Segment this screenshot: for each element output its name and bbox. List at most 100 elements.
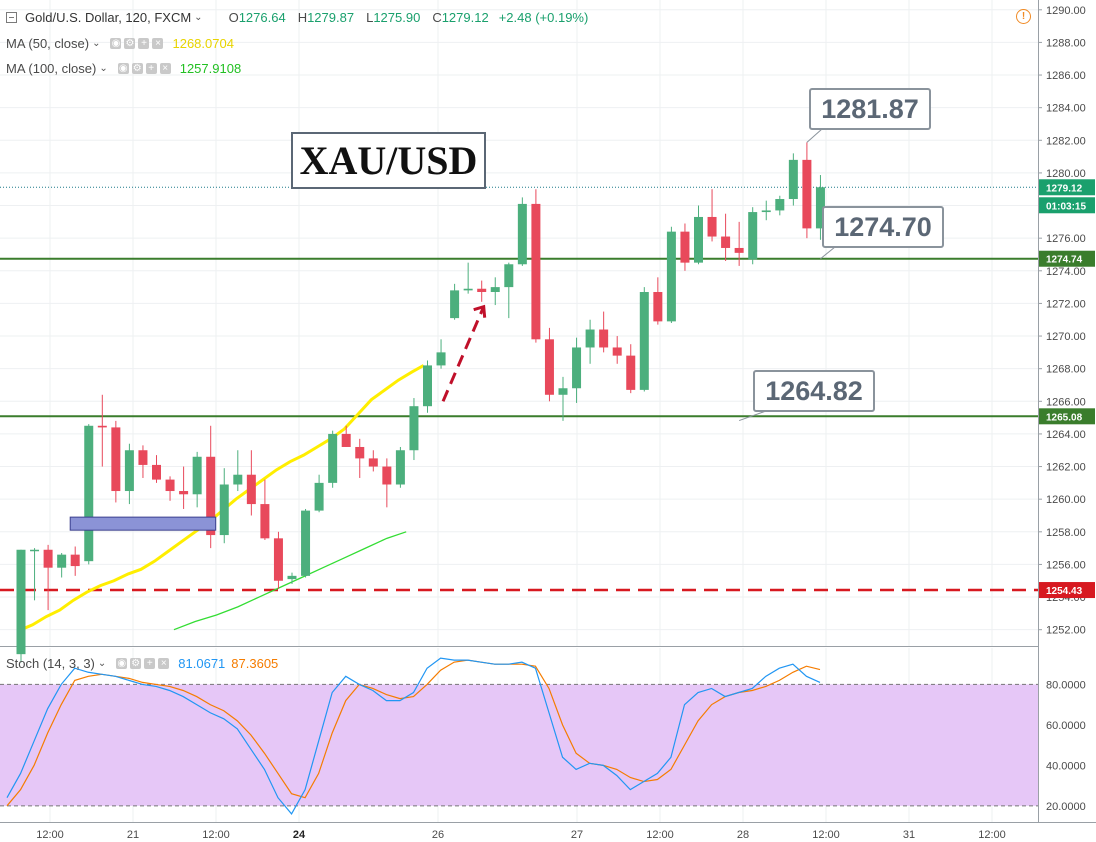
ma100-name[interactable]: MA (100, close) [6,60,97,76]
gear-icon[interactable]: ⚙ [124,37,136,49]
price-tick-label: 1256.00 [1046,559,1086,571]
price-tick-label: 1252.00 [1046,625,1086,637]
chevron-down-icon[interactable]: ⌄ [194,11,203,23]
candle-body [544,339,554,395]
candle [16,549,26,663]
candle-body [423,365,432,407]
eye-icon[interactable]: ◉ [116,657,128,669]
candle-body [477,288,487,293]
candle [572,337,582,403]
candle-body [558,388,568,395]
candle [423,360,432,413]
gear-icon[interactable]: ⚙ [130,657,142,669]
price-callout: 1264.82 [738,370,875,422]
candle-body [206,456,216,536]
time-axis-bg [0,822,1096,842]
candle-body [788,159,798,200]
countdown-tag-text: 01:03:15 [1046,201,1086,212]
candle-body [124,450,134,492]
dashed-price-tag-text: 1254.43 [1046,586,1083,597]
candle [165,476,175,501]
eye-icon[interactable]: ◉ [117,62,129,74]
candle-body [531,203,541,340]
candle-body [721,236,731,248]
price-tick-label: 1286.00 [1046,70,1086,82]
close-icon[interactable]: × [152,37,164,49]
ma100-line [173,531,407,631]
support-price-tag-bg [1039,250,1095,267]
close-icon[interactable]: × [159,62,171,74]
candle [219,468,229,544]
price-tick-label: 1270.00 [1046,331,1086,343]
candle [558,376,568,421]
candle [585,319,595,364]
high-value: 1279.87 [307,9,355,25]
callout-box [809,88,931,130]
time-tick-label: 28 [737,829,749,841]
plus-icon[interactable]: + [144,657,156,669]
candle [30,548,40,601]
gear-icon[interactable]: ⚙ [131,62,143,74]
change-value: +2.48 (+0.19%) [498,9,589,25]
candle [124,443,134,505]
warning-icon[interactable]: ! [1016,9,1031,24]
candle [721,213,731,262]
price-tick-label: 1280.00 [1046,168,1086,180]
eye-icon[interactable]: ◉ [110,37,122,49]
candle-body [409,406,419,451]
candle-body [43,549,53,568]
close-icon[interactable]: × [158,657,170,669]
callout-pointer [806,128,823,143]
collapse-icon[interactable] [6,11,17,23]
callout-pointer [738,410,767,422]
candle [341,425,351,447]
candle-body [612,347,622,356]
candle-body [490,287,500,293]
ma50-legend[interactable]: MA (50, close) ⌄ ◉ ⚙ + × 1268.0704 [6,33,234,53]
stoch-band [0,684,1038,806]
candle [707,189,717,242]
candle-body [395,450,405,485]
candle [477,280,487,302]
stoch-tick-label: 20.0000 [1046,801,1086,813]
candle [273,531,283,589]
candle [734,221,744,266]
close-value: 1279.12 [441,9,489,25]
price-tick-label: 1262.00 [1046,462,1086,474]
ma50-name[interactable]: MA (50, close) [6,35,90,51]
candles [16,142,825,663]
chart-title: XAU/USD [300,138,478,183]
price-tick-label: 1264.00 [1046,429,1086,441]
candle [57,553,67,578]
price-tick-label: 1284.00 [1046,103,1086,115]
candle-body [572,347,582,389]
candle-body [639,292,649,390]
price-callout: 1281.87 [806,88,931,143]
candle-body [341,433,351,447]
candle [653,277,663,325]
time-tick-label: 21 [127,829,139,841]
high-label: H [297,9,308,25]
price-tick-label: 1260.00 [1046,494,1086,506]
chevron-down-icon[interactable]: ⌄ [92,37,101,49]
ma100-value: 1257.9108 [179,60,242,76]
support-price-tag: 1265.08 [1039,408,1095,425]
symbol-legend[interactable]: Gold/U.S. Dollar, 120, FXCM ⌄ O 1276.64 H… [6,7,590,27]
plus-icon[interactable]: + [138,37,150,49]
chevron-down-icon[interactable]: ⌄ [97,657,107,669]
symbol-title[interactable]: Gold/U.S. Dollar, 120, FXCM [25,9,192,25]
stoch-legend[interactable]: Stoch (14, 3, 3) ⌄ ◉ ⚙ + × 81.0671 87.36… [6,653,278,673]
candle-body [165,479,175,492]
stoch-name[interactable]: Stoch (14, 3, 3) [6,655,95,671]
plus-icon[interactable]: + [145,62,157,74]
candle [775,195,785,216]
candle [504,262,514,319]
candle [639,287,649,392]
candle-body [680,231,690,263]
candle [544,327,554,402]
candle-body [707,216,717,237]
chevron-down-icon[interactable]: ⌄ [99,62,108,74]
ma100-legend[interactable]: MA (100, close) ⌄ ◉ ⚙ + × 1257.9108 [6,58,241,78]
candle [395,446,405,488]
